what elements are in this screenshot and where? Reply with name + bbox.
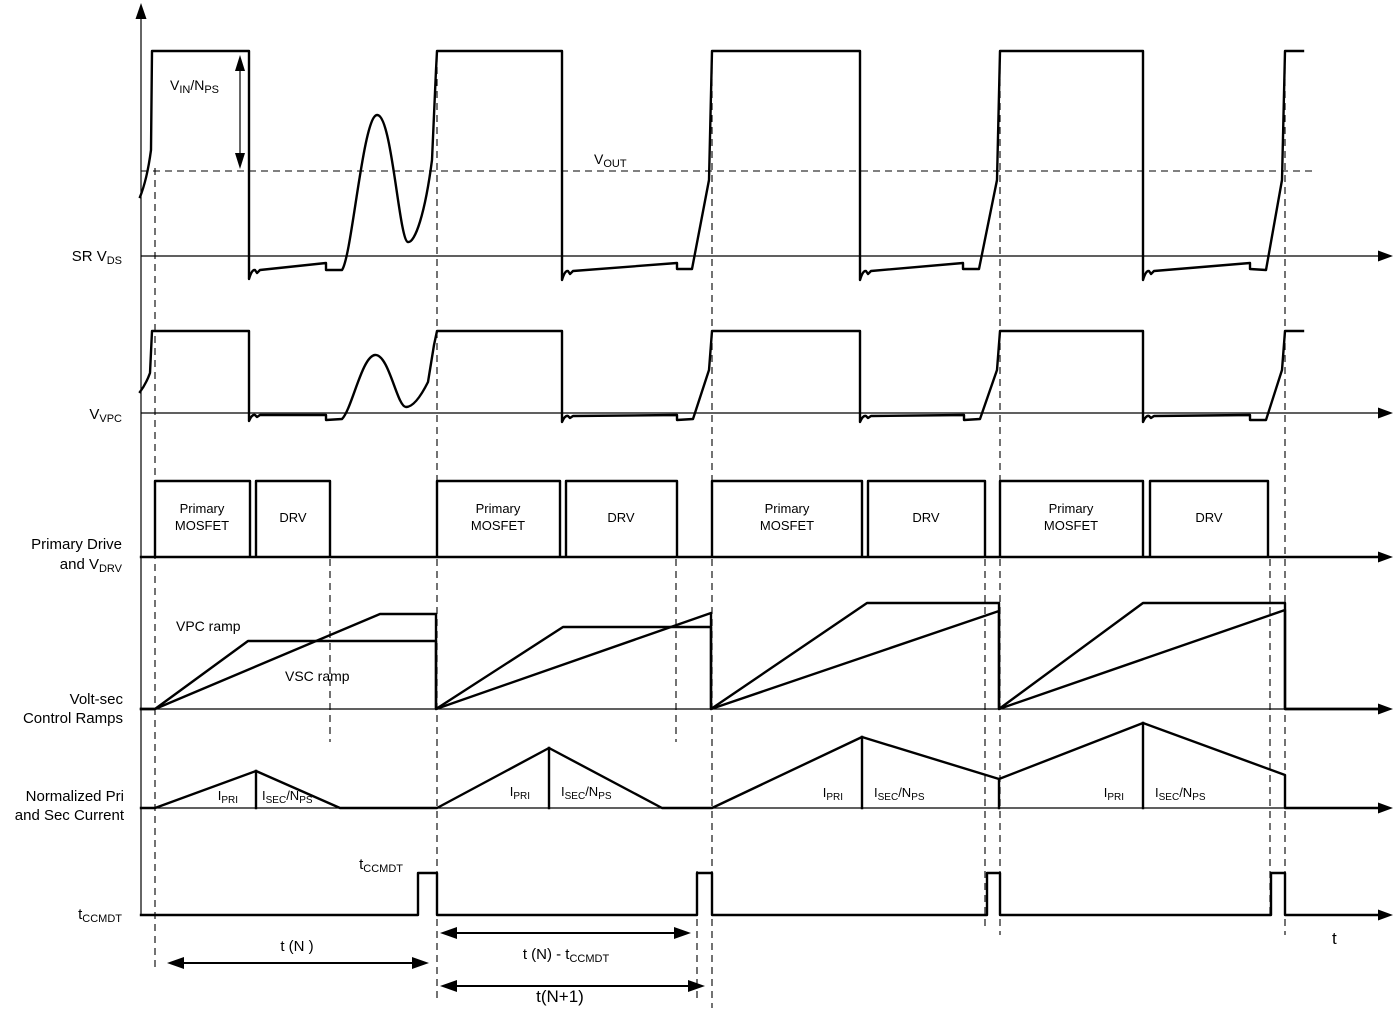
row-label-vvpc: VVPC bbox=[89, 406, 122, 425]
drive-pulse-boxes bbox=[153, 479, 1270, 558]
drv-label-2: DRV bbox=[607, 510, 635, 525]
drv-label-3: DRV bbox=[912, 510, 940, 525]
ipri-label-3: IPRI bbox=[823, 785, 843, 803]
ramps-axis-arrow-icon bbox=[1378, 703, 1393, 715]
tccmdt-pulse-label: tCCMDT bbox=[359, 856, 403, 875]
row-label-voltsec-line2: Control Ramps bbox=[23, 710, 123, 727]
time-axis-label: t bbox=[1332, 929, 1337, 948]
vout-label: VOUT bbox=[594, 151, 627, 170]
ipri-label-2: IPRI bbox=[510, 784, 530, 802]
isec-label-1: ISEC/NPS bbox=[262, 788, 313, 806]
ipri-label-4: IPRI bbox=[1104, 785, 1124, 803]
vpc-ramp-label: VPC ramp bbox=[176, 618, 241, 634]
primary-mosfet-label-2b: MOSFET bbox=[471, 518, 525, 533]
sr-vds-axis-arrow-icon bbox=[1378, 250, 1393, 262]
row-label-voltsec-line1: Volt-sec bbox=[70, 691, 124, 708]
primary-mosfet-label-3b: MOSFET bbox=[760, 518, 814, 533]
drv-label-1: DRV bbox=[279, 510, 307, 525]
vvpc-axis-arrow-icon bbox=[1378, 407, 1393, 419]
row-label-drive-line1: Primary Drive bbox=[31, 536, 122, 553]
tn-plus1-arrow-right-icon bbox=[688, 980, 705, 992]
tn-arrow-left-icon bbox=[167, 957, 184, 969]
tn-minus-tccmdt-label: t (N) - tCCMDT bbox=[523, 946, 610, 965]
ipri-label-1: IPRI bbox=[218, 788, 238, 806]
current-waveform bbox=[139, 721, 1382, 810]
current-axis-arrow-icon bbox=[1378, 802, 1393, 814]
row-label-current-line1: Normalized Pri bbox=[26, 788, 124, 805]
primary-mosfet-label-3a: Primary bbox=[765, 501, 810, 516]
waveform-sr-vds bbox=[138, 49, 1305, 282]
tn-minus-arrow-left-icon bbox=[440, 927, 457, 939]
tccmdt-waveform bbox=[139, 871, 1382, 917]
tn-plus1-label: t(N+1) bbox=[536, 987, 584, 1006]
vsc-ramp-path bbox=[139, 608, 1382, 711]
isec-label-3: ISEC/NPS bbox=[874, 785, 925, 803]
tn-plus1-arrow-left-icon bbox=[440, 980, 457, 992]
drv-label-4: DRV bbox=[1195, 510, 1223, 525]
primary-mosfet-label-1a: Primary bbox=[180, 501, 225, 516]
current-peak-dividers bbox=[254, 721, 1145, 810]
waveform-vvpc bbox=[138, 329, 1305, 424]
isec-label-2: ISEC/NPS bbox=[561, 784, 612, 802]
primary-mosfet-label-4b: MOSFET bbox=[1044, 518, 1098, 533]
row-label-tccmdt: tCCMDT bbox=[78, 906, 122, 925]
tccmdt-axis-arrow-icon bbox=[1378, 909, 1393, 921]
primary-mosfet-label-4a: Primary bbox=[1049, 501, 1094, 516]
drive-axis-arrow-icon bbox=[1378, 551, 1393, 563]
vsc-ramp-label: VSC ramp bbox=[285, 668, 350, 684]
isec-label-4: ISEC/NPS bbox=[1155, 785, 1206, 803]
row-label-sr-vds: SR VDS bbox=[72, 248, 122, 267]
vin-nps-label: VIN/NPS bbox=[170, 77, 219, 96]
primary-mosfet-label-1b: MOSFET bbox=[175, 518, 229, 533]
row-label-drive-line2: and VDRV bbox=[60, 556, 123, 575]
vin-nps-arrow-up-icon bbox=[235, 55, 245, 71]
vertical-axis-arrow-icon bbox=[135, 3, 147, 19]
vin-nps-arrow-down-icon bbox=[235, 153, 245, 169]
tn-arrow-right-icon bbox=[412, 957, 429, 969]
tn-label: t (N ) bbox=[280, 938, 313, 955]
row-label-current-line2: and Sec Current bbox=[15, 807, 125, 824]
tn-minus-arrow-right-icon bbox=[674, 927, 691, 939]
primary-mosfet-label-2a: Primary bbox=[476, 501, 521, 516]
